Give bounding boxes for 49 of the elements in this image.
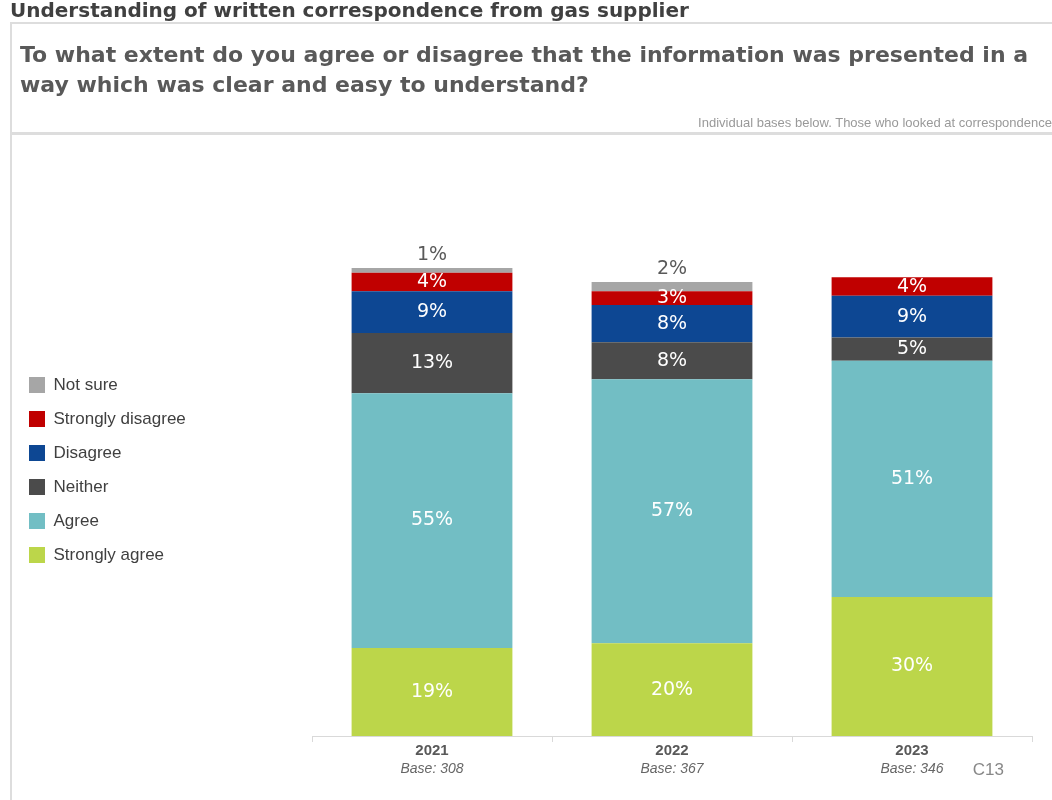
data-label: 13% [410, 349, 454, 372]
data-label: 5% [896, 336, 928, 359]
bar [591, 291, 753, 306]
text: Understanding of written correspondence from gas supplier [10, 0, 689, 22]
bar [831, 295, 993, 338]
data-label: 55% [410, 507, 454, 530]
legend-label: Strongly agree [53, 544, 165, 564]
data-label: 9% [896, 303, 928, 326]
bar [591, 342, 753, 380]
bar [831, 597, 993, 736]
legend-label: Strongly disagree [53, 408, 186, 428]
data-label: 8% [656, 347, 688, 370]
text: Base: 367 [640, 759, 705, 776]
chart-subtitle: Individual bases below. Those who looked at correspondence [698, 115, 1052, 130]
bar [591, 379, 753, 644]
text: Base: 346 [880, 759, 944, 776]
bar [351, 272, 513, 292]
x-tick-label: 2021 [415, 741, 449, 759]
legend-label: Disagree [53, 442, 122, 462]
legend-label: Not sure [53, 374, 118, 394]
data-label: 9% [416, 298, 448, 321]
data-label: 30% [890, 653, 934, 676]
bar [351, 393, 513, 648]
chart-title: To what extent do you agree or disagree that the information was presented in a way which was clear and easy to understand? [20, 41, 1030, 99]
data-label: 19% [410, 678, 454, 701]
bar [831, 277, 993, 296]
x-tick-label: 2022 [655, 741, 689, 759]
bar [351, 291, 513, 333]
x-tick-label: 2023 [895, 741, 929, 759]
text: C13 [972, 760, 1004, 780]
bar [351, 647, 513, 736]
data-label: 3% [656, 285, 688, 308]
text: Base: 308 [400, 759, 464, 776]
bar [591, 643, 753, 736]
legend-label: Neither [53, 476, 109, 496]
legend-label: Agree [53, 510, 99, 530]
bar [831, 360, 993, 597]
data-label: 2% [656, 256, 688, 279]
bar [831, 337, 993, 361]
data-label: 8% [656, 310, 688, 333]
bar [351, 332, 513, 394]
data-label: 20% [650, 676, 694, 699]
bar [351, 268, 513, 273]
data-label: 57% [650, 498, 694, 521]
data-label: 51% [890, 465, 934, 488]
data-label: 4% [416, 268, 448, 291]
bar [591, 305, 753, 343]
data-label: 4% [896, 273, 928, 296]
data-label: 1% [416, 242, 448, 265]
